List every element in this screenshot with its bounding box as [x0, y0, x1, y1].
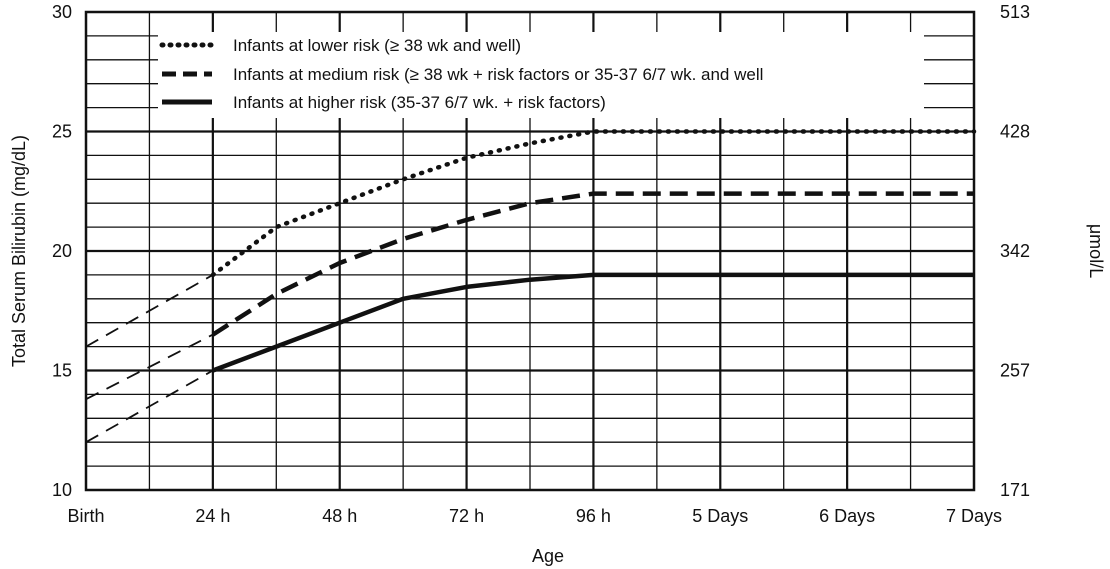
y-axis-label: Total Serum Bilirubin (mg/dL) — [9, 135, 29, 367]
y-tick-label: 15 — [52, 361, 72, 381]
y-right-tick-label: 513 — [1000, 2, 1030, 22]
series-2-line — [212, 272, 974, 373]
x-tick-label: 5 Days — [692, 506, 748, 526]
series-group — [85, 129, 977, 443]
x-tick-label: 72 h — [449, 506, 484, 526]
legend-background — [158, 32, 924, 118]
x-tick-label: 6 Days — [819, 506, 875, 526]
x-tick-label: 48 h — [322, 506, 357, 526]
plot-frame — [84, 10, 976, 492]
ticks-group: Birth 24 h 48 h 72 h 96 h 5 Days 6 Days 7 Days 1… — [52, 2, 1030, 526]
x-tick-label: Birth — [67, 506, 104, 526]
series-2-extrapolated-line — [85, 369, 214, 443]
y-tick-label: 25 — [52, 122, 72, 142]
y-right-tick-label: 342 — [1000, 241, 1030, 261]
legend-label-higher-risk: Infants at higher risk (35-37 6/7 wk. + … — [233, 93, 606, 112]
x-tick-label: 96 h — [576, 506, 611, 526]
series-0-extrapolated-line — [85, 274, 214, 348]
series-1-extrapolated-line — [85, 333, 214, 401]
legend: Infants at lower risk (≥ 38 wk and well)… — [158, 32, 924, 118]
legend-label-lower-risk: Infants at lower risk (≥ 38 wk and well) — [233, 36, 521, 55]
series-1-line — [211, 191, 974, 337]
x-tick-label: 7 Days — [946, 506, 1002, 526]
y-right-tick-label: 171 — [1000, 480, 1030, 500]
legend-label-medium-risk: Infants at medium risk (≥ 38 wk + risk f… — [233, 65, 763, 84]
y-axis-right-label: μmol/L — [1086, 224, 1106, 278]
y-right-tick-label: 428 — [1000, 122, 1030, 142]
y-tick-label: 20 — [52, 241, 72, 261]
series-0-line — [210, 129, 977, 278]
y-tick-label: 30 — [52, 2, 72, 22]
y-tick-label: 10 — [52, 480, 72, 500]
x-tick-label: 24 h — [195, 506, 230, 526]
x-axis-label: Age — [532, 546, 564, 566]
y-right-tick-label: 257 — [1000, 361, 1030, 381]
